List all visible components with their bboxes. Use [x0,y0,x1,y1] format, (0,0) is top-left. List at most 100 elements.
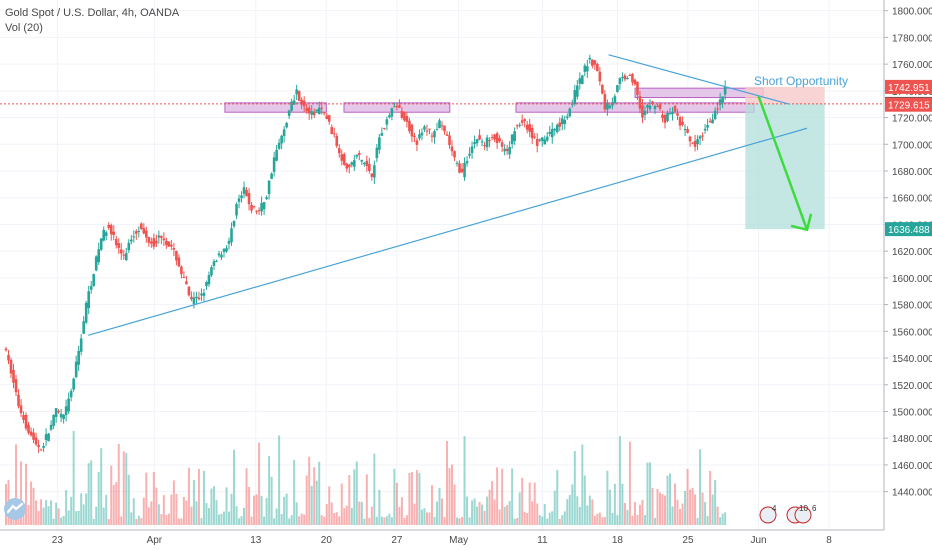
volume-bar [596,513,599,525]
candle-body [112,231,116,235]
candle-body [510,134,514,145]
volume-bar [142,497,145,525]
volume-bar [200,518,203,525]
volume-bar [127,474,130,525]
volume-bar [288,518,291,525]
candle-body [400,111,404,118]
volume-bar [468,517,471,525]
volume-bar [385,516,388,525]
volume-bar [393,468,396,525]
candle-body [596,63,599,72]
candle-body [555,124,559,133]
candle-body [257,210,261,212]
candle-body [225,248,228,252]
volume-bar [601,517,604,525]
volume-bar [571,484,574,525]
volume-bar [333,513,336,525]
trendlines[interactable] [0,54,884,336]
volume-bar [353,469,356,525]
volume-bar [661,494,664,525]
candle-body [686,129,689,133]
volume-bar [150,501,153,525]
candle-body [89,286,93,290]
candle-body [450,146,454,152]
volume-bar [536,503,539,525]
candle-body [483,145,486,147]
candle-body [162,238,166,241]
volume-bar [724,512,727,525]
volume-legend: Vol (20) [5,22,43,34]
candle-body [245,189,248,197]
volume-bar [551,511,554,525]
price-tick-label: 1680.000 [892,167,932,178]
time-axis[interactable]: 23 Apr 13 20 27 May 11 18 25 Jun 8 [0,529,884,546]
candle-body [368,163,371,172]
candle-body [518,124,521,126]
volume-bar [428,512,431,525]
candle-body [388,115,391,118]
volume-bar [290,515,293,525]
volume-bar [694,494,697,525]
volume-bar [603,517,606,525]
tradingview-logo-icon[interactable] [2,497,28,521]
volume-bar [180,518,183,525]
volume-bar [373,453,376,525]
volume-bar [363,518,366,525]
candle-body [543,139,547,145]
candle-body [678,117,682,126]
volume-bar [626,509,629,525]
volume-bar [293,459,296,525]
price-tick-label: 1580.000 [892,301,932,312]
candle-body [79,338,83,352]
candle-body [641,105,644,118]
volume-bar [651,488,654,525]
candle-body [375,147,379,159]
volume-bar [285,493,288,525]
volume-bar [72,430,75,525]
candle-body [628,74,632,76]
candle-body [408,120,411,132]
volume-bar [528,482,531,525]
earnings-flag-icon[interactable] [759,506,812,524]
candle-body [195,296,198,299]
candle-body [207,274,211,285]
price-axis[interactable]: 1800.0001780.0001760.0001740.0001720.000… [883,0,932,550]
volume-bar [518,492,521,525]
candle-body [232,221,236,227]
candle-body [337,148,341,154]
candle-body [44,434,48,441]
candle-body [591,59,594,66]
volume-bar [152,471,155,525]
candle-body [445,134,449,136]
volume-bar [696,518,699,525]
candle-body [352,160,356,167]
volume-bar [616,515,619,525]
short-position-tool[interactable] [745,86,825,230]
volume-bar [175,493,178,525]
candle-body [134,231,138,234]
candle-body [540,137,544,141]
volume-bar [568,495,571,525]
candle-body [210,267,213,276]
volume-bar [313,467,316,525]
volume-bar [315,480,318,525]
volume-bar [471,500,474,525]
volume-bar [75,511,78,525]
candle-body [538,139,542,141]
candle-body [701,135,704,137]
candle-body [252,206,256,208]
volume-bar [463,436,466,525]
candle-body [378,137,381,150]
volume-bar [711,494,714,525]
volume-bar [240,516,243,525]
candle-body [132,236,136,238]
candle-body [593,60,597,65]
candle-body [250,205,253,211]
volume-bar [704,501,707,525]
volume-bar [82,504,85,525]
candle-body [425,130,429,132]
volume-bar [90,460,93,525]
candle-body [190,296,193,300]
volume-bar [433,516,436,525]
